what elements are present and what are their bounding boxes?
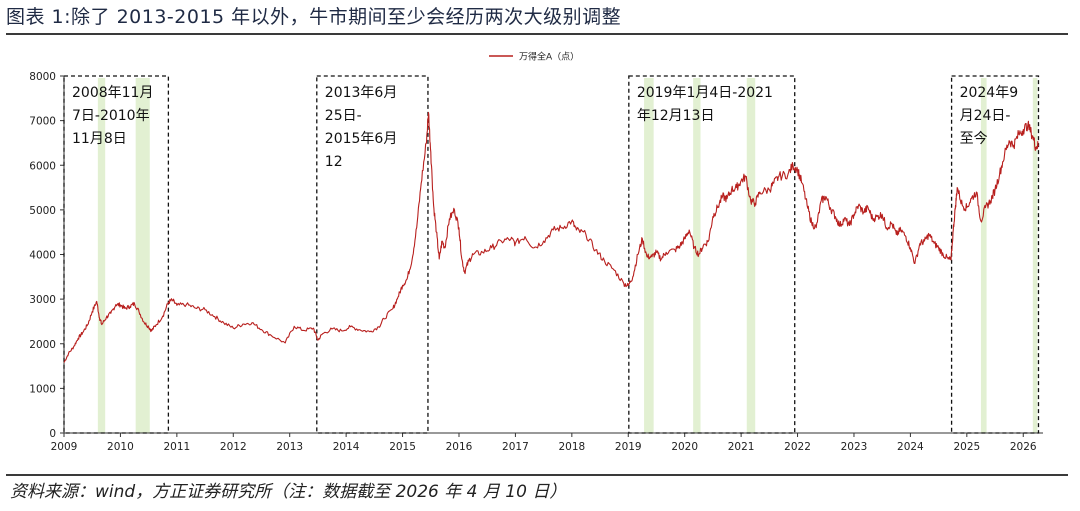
annotation-label: 12 xyxy=(325,154,343,170)
y-tick-label: 5000 xyxy=(29,205,56,217)
y-tick-label: 3000 xyxy=(29,294,56,306)
source-note: 资料来源：wind，方正证券研究所（注：数据截至 2026 年 4 月 10 日… xyxy=(10,482,567,502)
x-tick-label: 2024 xyxy=(897,441,924,453)
annotation-box xyxy=(628,75,796,434)
y-tick-label: 0 xyxy=(49,428,56,440)
y-tick-label: 4000 xyxy=(29,250,56,262)
highlight-band xyxy=(97,78,106,433)
annotation-label: 7日-2010年 xyxy=(72,108,150,124)
x-tick-label: 2022 xyxy=(784,441,811,453)
annotation-label: 2013年6月 xyxy=(325,85,398,101)
highlight-band xyxy=(1032,78,1038,433)
x-tick-label: 2023 xyxy=(841,441,868,453)
title-divider xyxy=(6,33,1068,35)
annotation-label: 25日- xyxy=(325,108,362,124)
annotation-box xyxy=(950,75,1040,434)
x-tick-label: 2010 xyxy=(107,441,134,453)
x-tick-label: 2020 xyxy=(671,441,698,453)
series-line xyxy=(63,112,1040,363)
x-tick-label: 2025 xyxy=(953,441,980,453)
x-tick-label: 2016 xyxy=(446,441,473,453)
x-tick-label: 2019 xyxy=(615,441,642,453)
legend-label: 万得全A（点） xyxy=(519,51,579,63)
annotation-label: 2015年6月 xyxy=(325,131,398,147)
annotation-box xyxy=(63,75,170,434)
annotation-label: 年12月13日 xyxy=(637,108,715,124)
x-tick-label: 2014 xyxy=(333,441,360,453)
x-tick-label: 2026 xyxy=(1010,441,1037,453)
annotation-label: 2008年11月 xyxy=(72,85,153,101)
annotation-box xyxy=(316,75,429,434)
y-tick-label: 6000 xyxy=(29,160,56,172)
annotation-label: 2019年1月4日-2021 xyxy=(637,85,773,101)
x-tick-label: 2015 xyxy=(389,441,416,453)
y-tick-label: 8000 xyxy=(29,71,56,83)
source-divider xyxy=(6,474,1068,476)
annotation-label: 月24日- xyxy=(960,108,1011,124)
x-tick-label: 2017 xyxy=(502,441,529,453)
highlight-band xyxy=(746,78,756,433)
annotation-label: 至今 xyxy=(960,131,988,147)
y-tick-label: 7000 xyxy=(29,116,56,128)
y-tick-label: 2000 xyxy=(29,339,56,351)
x-tick-label: 2009 xyxy=(51,441,78,453)
highlight-band xyxy=(135,78,150,433)
highlight-band xyxy=(980,78,987,433)
line-chart: 0 1000 2000 3000 4000 5000 6000 7000 8000 2009 201… xyxy=(29,51,1043,453)
annotation-label: 2024年9 xyxy=(960,85,1019,101)
x-tick-label: 2021 xyxy=(728,441,755,453)
figure-title: 图表 1:除了 2013-2015 年以外，牛市期间至少会经历两次大级别调整 xyxy=(6,6,622,28)
x-tick-label: 2011 xyxy=(163,441,190,453)
x-tick-label: 2013 xyxy=(276,441,303,453)
annotation-label: 11月8日 xyxy=(72,131,127,147)
x-tick-label: 2018 xyxy=(558,441,585,453)
y-tick-label: 1000 xyxy=(29,383,56,395)
x-tick-label: 2012 xyxy=(220,441,247,453)
